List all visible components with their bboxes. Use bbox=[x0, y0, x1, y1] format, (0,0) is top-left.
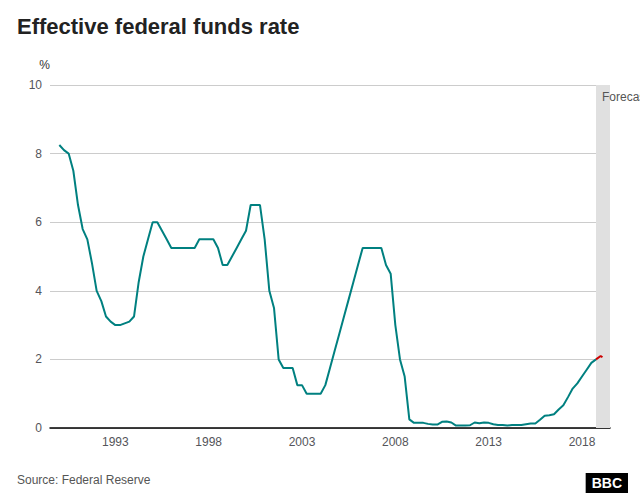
svg-text:8: 8 bbox=[35, 147, 42, 161]
svg-text:2003: 2003 bbox=[289, 435, 316, 449]
svg-text:Effective federal funds rate: Effective federal funds rate bbox=[17, 14, 299, 39]
svg-text:BBC: BBC bbox=[592, 475, 622, 491]
svg-text:0: 0 bbox=[35, 421, 42, 435]
svg-text:2: 2 bbox=[35, 352, 42, 366]
svg-text:Source: Federal Reserve: Source: Federal Reserve bbox=[17, 473, 151, 487]
svg-text:1993: 1993 bbox=[102, 435, 129, 449]
svg-text:6: 6 bbox=[35, 215, 42, 229]
svg-text:%: % bbox=[39, 58, 50, 72]
svg-text:Forecast: Forecast bbox=[602, 90, 640, 104]
svg-text:2018: 2018 bbox=[569, 435, 596, 449]
svg-text:1998: 1998 bbox=[195, 435, 222, 449]
svg-text:2013: 2013 bbox=[475, 435, 502, 449]
svg-text:4: 4 bbox=[35, 284, 42, 298]
svg-text:10: 10 bbox=[29, 78, 43, 92]
svg-text:2008: 2008 bbox=[382, 435, 409, 449]
